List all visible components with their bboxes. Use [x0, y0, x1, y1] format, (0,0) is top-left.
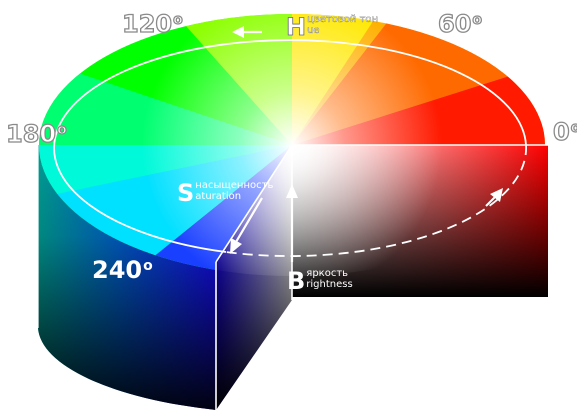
- brightness-arrow: [286, 184, 298, 262]
- angle-180-value: 180: [5, 120, 57, 148]
- outline-lines: [37, 144, 548, 410]
- saturation-label: S насыщенность aturation: [177, 180, 273, 206]
- angle-240-value: 240: [92, 256, 143, 284]
- hue-word-rest: ue: [307, 25, 320, 36]
- brightness-initial: B: [287, 267, 306, 295]
- brightness-label: B яркость rightness: [287, 268, 353, 294]
- angle-120-value: 120: [121, 10, 173, 38]
- brightness-translation: яркость: [306, 268, 349, 279]
- saturation-arrow: [230, 197, 263, 254]
- angle-label-0: 0o: [552, 118, 577, 146]
- hue-translation: цветовой тон: [307, 14, 379, 25]
- brightness-text-stack: яркость rightness: [306, 268, 352, 290]
- angle-label-180: 180o: [5, 120, 67, 148]
- angle-120-degree: o: [172, 12, 183, 28]
- saturation-word-rest: aturation: [195, 191, 242, 202]
- hue-arrow-dashed: [485, 188, 503, 207]
- angle-60-value: 60: [437, 10, 472, 38]
- saturation-translation: насыщенность: [195, 180, 274, 191]
- angle-label-120: 120o: [121, 10, 183, 38]
- angle-0-value: 0: [552, 118, 570, 146]
- angle-label-60: 60o: [437, 10, 483, 38]
- brightness-word-rest: rightness: [306, 279, 353, 290]
- angle-180-degree: o: [56, 122, 67, 138]
- hue-arrow: [232, 26, 262, 38]
- hue-ring: [53, 39, 527, 257]
- hue-text-stack: цветовой тон ue: [307, 14, 378, 36]
- hue-label: H цветовой тон ue: [286, 13, 379, 41]
- angle-60-degree: o: [472, 12, 483, 28]
- hue-initial: H: [286, 13, 307, 41]
- saturation-text-stack: насыщенность aturation: [195, 180, 273, 202]
- angle-label-240: 240o: [92, 258, 153, 282]
- angle-0-degree: o: [570, 120, 577, 136]
- saturation-initial: S: [177, 179, 195, 207]
- angle-240-degree: o: [143, 258, 153, 274]
